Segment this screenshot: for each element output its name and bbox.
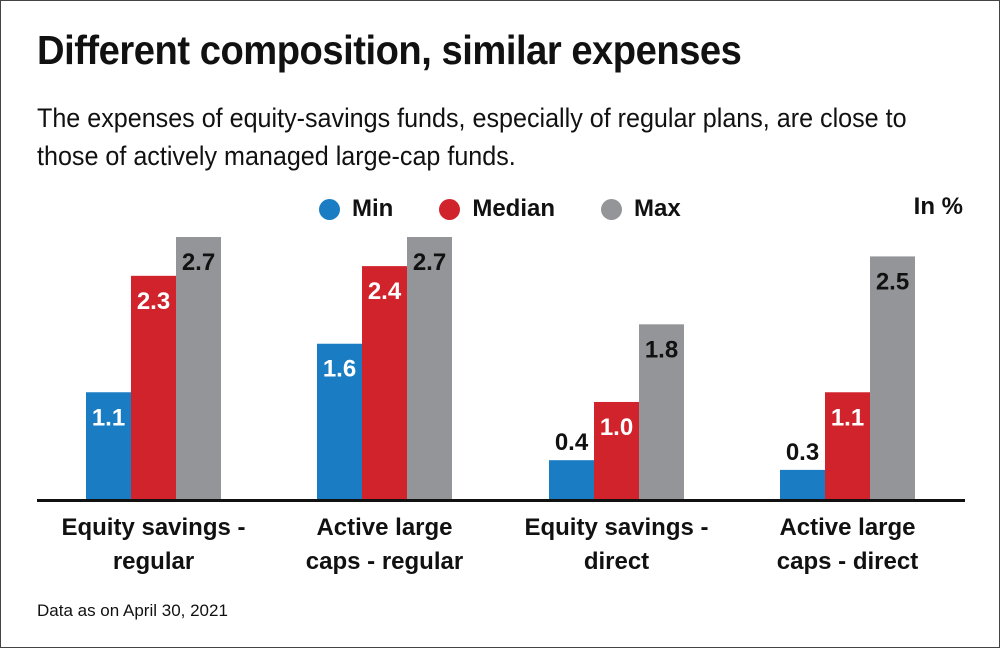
- legend-item-max: Max: [601, 195, 681, 223]
- legend-swatch-min: [319, 198, 340, 220]
- bar-max-1: [407, 237, 452, 499]
- data-label-max-2: 1.8: [645, 336, 678, 363]
- legend-swatch-median: [439, 198, 461, 220]
- chart-legend: Min Median Max: [319, 193, 727, 225]
- data-label-min-1: 1.6: [323, 356, 356, 383]
- bar-median-3: [825, 392, 870, 499]
- category-label-3-line-0: Active large: [779, 514, 915, 541]
- bar-max-3: [870, 256, 915, 499]
- unit-label: In %: [913, 193, 963, 220]
- bar-min-3: [780, 469, 825, 499]
- category-label-0-line-1: regular: [113, 548, 194, 575]
- data-label-median-1: 2.4: [368, 278, 402, 305]
- chart-title: Different composition, similar expenses: [37, 27, 742, 73]
- data-label-min-2: 0.4: [555, 429, 589, 456]
- legend-label-median: Median: [472, 195, 556, 222]
- category-label-2-line-1: direct: [584, 548, 649, 575]
- bar-median-0: [131, 275, 176, 499]
- data-label-max-0: 2.7: [182, 249, 215, 276]
- legend-item-min: Min: [319, 195, 393, 223]
- data-label-min-3: 0.3: [786, 439, 819, 466]
- bar-median-1: [362, 266, 407, 499]
- data-label-min-0: 1.1: [92, 404, 125, 431]
- bar-max-2: [639, 324, 684, 499]
- legend-swatch-max: [601, 198, 623, 220]
- bar-min-1: [317, 343, 362, 499]
- category-label-0-line-0: Equity savings -: [61, 514, 245, 541]
- category-label-1-line-0: Active large: [316, 514, 452, 541]
- category-label-1-line-1: caps - regular: [306, 548, 463, 575]
- data-label-median-3: 1.1: [831, 404, 864, 431]
- bar-max-0: [176, 237, 221, 499]
- legend-item-median: Median: [439, 195, 555, 223]
- category-label-2-line-0: Equity savings -: [524, 514, 708, 541]
- footnote: Data as on April 30, 2021: [37, 601, 228, 620]
- bar-min-2: [549, 460, 594, 499]
- bar-min-0: [86, 392, 131, 499]
- chart-subtitle: The expenses of equity-savings funds, es…: [37, 103, 907, 171]
- legend-label-max: Max: [634, 195, 681, 222]
- bar-median-2: [594, 401, 639, 499]
- data-label-max-3: 2.5: [876, 268, 909, 295]
- data-label-median-2: 1.0: [600, 414, 633, 441]
- data-label-max-1: 2.7: [413, 249, 446, 276]
- category-label-3-line-1: caps - direct: [777, 548, 918, 575]
- legend-label-min: Min: [352, 195, 394, 222]
- data-label-median-0: 2.3: [137, 288, 170, 315]
